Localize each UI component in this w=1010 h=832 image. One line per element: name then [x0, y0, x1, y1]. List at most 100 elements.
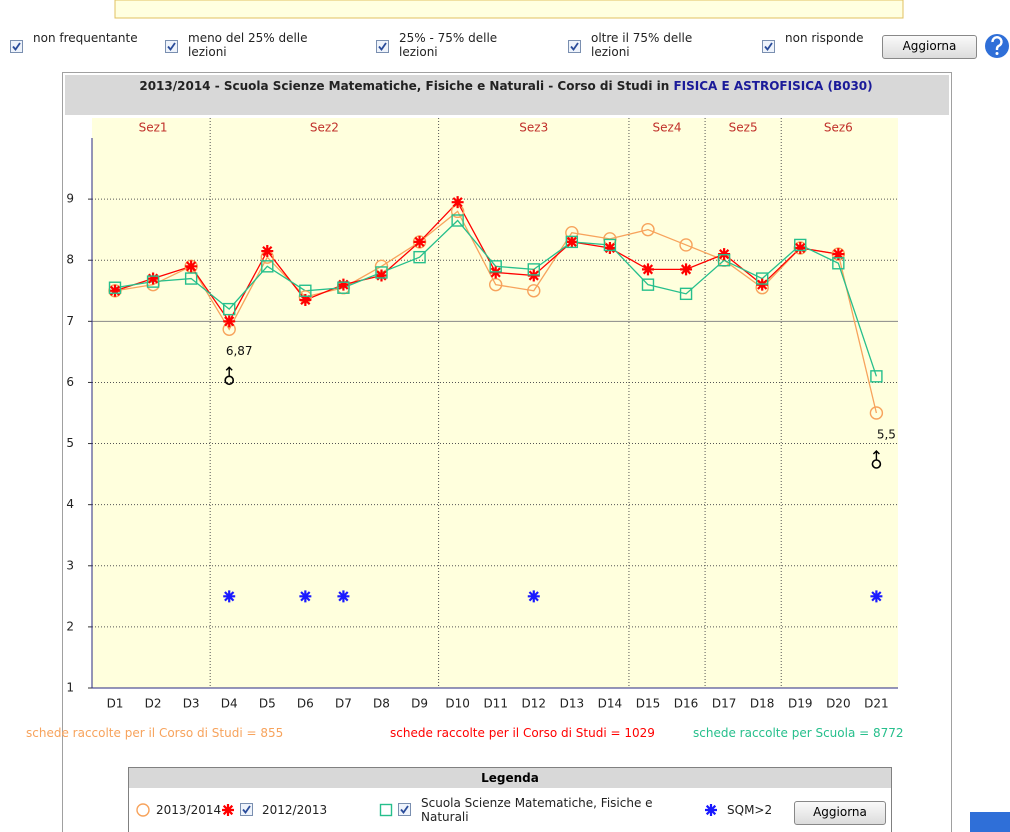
- marker: [261, 245, 274, 258]
- x-tick-label: D10: [445, 697, 470, 711]
- marker: [705, 804, 717, 816]
- star-marker: [413, 235, 426, 248]
- marker: [147, 272, 160, 285]
- marker: [870, 370, 883, 383]
- checkbox-check: [378, 42, 387, 51]
- marker: [184, 272, 198, 285]
- checkbox[interactable]: [568, 40, 581, 53]
- x-tick-label: D18: [750, 697, 775, 711]
- square-marker: [451, 214, 464, 227]
- section-label: Sez5: [729, 121, 758, 135]
- title-highlight: FISICA E ASTROFISICA (B030): [673, 79, 873, 93]
- x-tick-label: D4: [221, 697, 238, 711]
- checkbox[interactable]: [165, 40, 178, 53]
- x-tick-label: D13: [560, 697, 585, 711]
- star-marker: [337, 590, 350, 603]
- star-marker: [299, 590, 312, 603]
- circle-marker: [679, 238, 693, 252]
- checkbox[interactable]: [762, 40, 775, 53]
- corner-button[interactable]: [970, 812, 1010, 832]
- marker: [223, 315, 236, 328]
- star-marker: [603, 242, 616, 254]
- series-line: [114, 201, 839, 323]
- marker: [299, 590, 312, 603]
- star-marker: [147, 272, 160, 285]
- annotation: 6,87: [226, 344, 253, 358]
- x-tick-label: D20: [826, 697, 851, 711]
- marker: [717, 254, 731, 267]
- marker: [375, 266, 388, 279]
- marker: [680, 263, 693, 276]
- square-marker: [146, 275, 160, 288]
- x-tick-label: D19: [788, 697, 813, 711]
- section-label: Sez4: [653, 121, 682, 135]
- count-value: 8772: [873, 726, 904, 740]
- marker: [299, 284, 312, 297]
- circle-marker: [869, 406, 884, 420]
- checkbox-check: [764, 42, 773, 51]
- help-glyph: [991, 36, 1003, 50]
- x-tick-label: D9: [411, 697, 428, 711]
- marker: [261, 260, 274, 273]
- checkbox[interactable]: [376, 40, 389, 53]
- checkbox-check: [242, 805, 251, 814]
- square-marker: [184, 272, 198, 285]
- x-tick-label: D2: [145, 697, 162, 711]
- x-tick-label: D11: [483, 697, 508, 711]
- legend-label: Scuola Scienze Matematiche, Fisiche e Na…: [421, 796, 653, 824]
- filter-label: 25% - 75% delle lezioni: [399, 31, 498, 59]
- marker: [413, 235, 426, 248]
- marker: [413, 250, 426, 264]
- star-marker: [870, 590, 883, 603]
- x-tick-label: D15: [636, 697, 661, 711]
- y-tick-label: 3: [66, 558, 74, 572]
- square-marker: [603, 238, 617, 252]
- circle-marker: [641, 222, 655, 237]
- star-marker: [641, 263, 654, 276]
- section-label: Sez2: [310, 121, 339, 135]
- y-tick-label: 4: [66, 497, 74, 511]
- annotation: 5,5: [877, 428, 896, 442]
- count-label: schede raccolte per il Corso di Studi =: [26, 726, 257, 740]
- checkbox-check: [167, 42, 176, 51]
- checkbox[interactable]: [10, 40, 23, 53]
- marker: [337, 281, 350, 294]
- series-line: [114, 219, 878, 377]
- marker: [451, 214, 464, 227]
- series-line: [114, 210, 878, 414]
- checkbox[interactable]: [398, 803, 411, 816]
- star-marker: [223, 590, 236, 603]
- title-bar: [65, 75, 949, 115]
- update-button[interactable]: Aggiorna: [882, 35, 977, 59]
- checkbox[interactable]: [240, 803, 253, 816]
- star-marker: [185, 260, 198, 273]
- star-marker: [832, 248, 845, 261]
- count-label: schede raccolte per il Corso di Studi =: [390, 726, 621, 740]
- star-marker: [299, 293, 312, 306]
- marker: [109, 284, 121, 297]
- marker: [527, 263, 540, 276]
- marker: [375, 269, 388, 282]
- marker: [641, 263, 654, 276]
- square-marker: [755, 272, 769, 285]
- chart-title: 2013/2014 - Scuola Scienze Matematiche, …: [68, 78, 944, 94]
- square-marker: [299, 284, 312, 297]
- x-tick-label: D5: [259, 697, 276, 711]
- marker: [755, 272, 769, 285]
- plot-area: [92, 118, 898, 688]
- marker: [337, 278, 350, 291]
- square-marker: [870, 370, 883, 383]
- annotation-arrow: [872, 450, 880, 460]
- marker: [679, 287, 693, 301]
- marker: [679, 238, 693, 252]
- star-marker: [451, 196, 464, 209]
- marker: [136, 803, 150, 817]
- count-value: 1029: [624, 726, 655, 740]
- square-marker: [641, 278, 655, 291]
- legend-update-button[interactable]: Aggiorna: [794, 801, 886, 825]
- record-count: schede raccolte per Scuola = 8772: [693, 725, 1003, 741]
- marker: [379, 803, 393, 817]
- star-marker: [337, 278, 350, 291]
